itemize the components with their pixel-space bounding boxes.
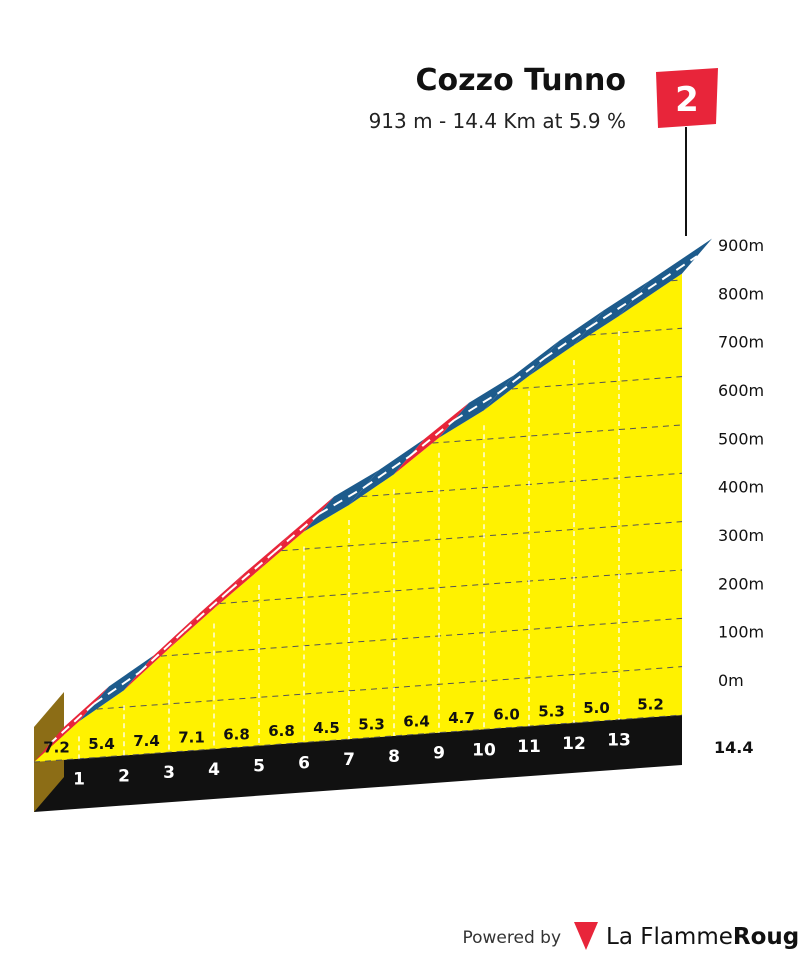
- km-marker: 5: [253, 757, 265, 777]
- brand-name-b: Rouge: [733, 924, 800, 950]
- gradient-label: 7.1: [178, 729, 205, 747]
- gradient-label: 5.3: [538, 702, 565, 720]
- gradient-bands: [34, 238, 712, 762]
- grid-line: [589, 327, 683, 336]
- road-dash: [138, 630, 185, 674]
- gradient-label: 4.5: [313, 719, 340, 737]
- km-marker: 8: [388, 747, 400, 767]
- km-marker: 11: [517, 737, 541, 757]
- gradient-labels: 7.2 5.4 7.4 7.1 6.8 6.8 4.5 5.3 6.4 4.7 6.0 5.3 5.0 5…: [43, 695, 664, 756]
- grid-line: [671, 279, 683, 282]
- km-marker: 10: [472, 740, 496, 760]
- chart-subtitle: 913 m - 14.4 Km at 5.9 %: [369, 109, 626, 133]
- km-marker: 4: [208, 760, 220, 780]
- km-marker: 12: [562, 734, 586, 754]
- y-tick-label: 900m: [718, 236, 764, 255]
- road-dash: [228, 551, 275, 592]
- y-tick-label: 700m: [718, 333, 764, 352]
- y-tick-label: 500m: [718, 429, 764, 448]
- gradient-label: 6.8: [268, 722, 295, 740]
- y-tick-label: 300m: [718, 526, 764, 545]
- gradient-label: 6.4: [403, 712, 430, 730]
- y-tick-label: 0m: [718, 671, 744, 690]
- grid-line: [432, 424, 683, 444]
- powered-by-label: Powered by: [462, 928, 561, 948]
- category-flag-icon: [656, 68, 718, 128]
- summit-flag: 2: [656, 68, 718, 236]
- profile-area: [34, 273, 682, 762]
- grid-lines: [33, 279, 683, 763]
- y-axis-ticks: 0m 100m 200m 300m 400m 500m 600m 700m 800m 900m: [718, 236, 764, 690]
- base-slab: [34, 715, 682, 812]
- y-tick-label: 400m: [718, 478, 764, 497]
- road-dash: [363, 455, 410, 489]
- gradient-label: 7.2: [43, 738, 70, 756]
- road-dash: [543, 326, 590, 360]
- gradient-label: 7.4: [133, 732, 160, 750]
- km-markers: 1 2 3 4 5 6 7 8 9 10 11 12 13: [73, 731, 631, 790]
- grid-line: [219, 569, 683, 604]
- chart-title: Cozzo Tunno: [416, 63, 626, 98]
- gradient-label: 6.8: [223, 725, 250, 743]
- gradient-label: 5.3: [358, 716, 385, 734]
- gradient-band: [259, 496, 334, 571]
- y-tick-label: 100m: [718, 623, 764, 642]
- y-tick-label: 800m: [718, 284, 764, 303]
- gradient-label: 5.2: [637, 695, 664, 713]
- gradient-band: [34, 686, 109, 762]
- total-distance-label: 14.4: [714, 738, 753, 757]
- gradient-band: [214, 535, 289, 609]
- km-marker: 2: [118, 766, 130, 786]
- road-dash: [273, 513, 320, 554]
- road-dash: [633, 255, 698, 300]
- gradient-band: [169, 573, 244, 649]
- km-marker: 9: [433, 744, 445, 764]
- y-tick-label: 200m: [718, 574, 764, 593]
- gradient-band: [484, 340, 559, 411]
- km-marker: 6: [298, 753, 310, 773]
- gradient-label: 5.0: [583, 699, 610, 717]
- grid-line: [281, 521, 683, 552]
- y-tick-label: 600m: [718, 381, 764, 400]
- gradient-band: [394, 402, 469, 475]
- brand-name-a: La Flamme: [606, 924, 733, 950]
- gradient-label: 4.7: [448, 709, 475, 727]
- road-dash: [408, 419, 455, 458]
- gradient-band: [124, 613, 199, 691]
- grid-line: [361, 472, 683, 498]
- km-marker: 7: [343, 750, 355, 770]
- gradient-band: [349, 439, 424, 505]
- grid-line: [96, 666, 683, 710]
- km-marker: 13: [607, 731, 631, 751]
- road-dash: [498, 357, 545, 394]
- gradient-band: [529, 310, 604, 376]
- gradient-label: 6.0: [493, 706, 520, 724]
- road-centerline: [48, 255, 698, 746]
- km-marker: 1: [73, 770, 85, 790]
- category-badge: 2: [675, 80, 699, 120]
- road-dash: [93, 671, 140, 705]
- road-dash: [588, 297, 635, 329]
- gradient-label: 5.4: [88, 735, 115, 753]
- flamme-rouge-logo-icon: [574, 922, 598, 950]
- km-marker: 3: [163, 763, 175, 783]
- road-dash: [453, 391, 500, 422]
- brand-name: La FlammeRouge: [606, 924, 800, 950]
- gradient-band: [79, 655, 154, 722]
- branding: Powered by La FlammeRouge: [462, 922, 800, 950]
- road-dash: [318, 486, 365, 515]
